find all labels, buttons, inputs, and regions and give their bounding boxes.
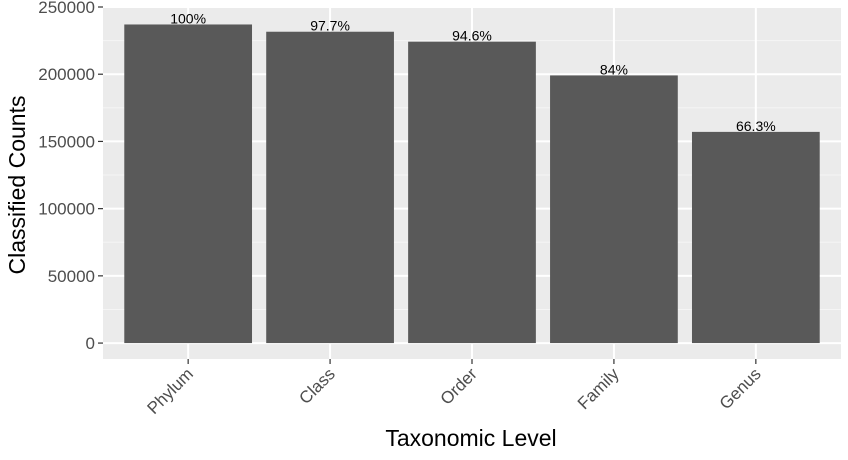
bar-class xyxy=(266,31,394,344)
bar-genus xyxy=(691,131,820,344)
data-label: 97.7% xyxy=(310,18,350,34)
bar-phylum xyxy=(124,24,253,344)
y-tick-label: 150000 xyxy=(38,132,95,151)
x-tick-label: Order xyxy=(437,364,481,408)
data-labels: 100% 97.7% 94.6% 84% 66.3% xyxy=(170,10,775,133)
data-label: 66.3% xyxy=(736,118,776,134)
y-tick-label: 50000 xyxy=(48,267,95,286)
x-tick-label: Phylum xyxy=(143,364,197,418)
x-tick-label: Family xyxy=(574,364,623,413)
y-axis: 0 50000 100000 150000 200000 250000 xyxy=(38,0,103,353)
bars xyxy=(124,24,820,344)
data-label: 84% xyxy=(600,61,628,77)
y-tick-label: 0 xyxy=(86,334,95,353)
bar-family xyxy=(550,75,678,344)
x-tick-label: Class xyxy=(295,364,338,407)
x-axis-title: Taxonomic Level xyxy=(385,425,556,451)
y-tick-label: 200000 xyxy=(38,65,95,84)
y-tick-label: 250000 xyxy=(38,0,95,17)
data-label: 100% xyxy=(170,10,206,26)
data-label: 94.6% xyxy=(452,28,492,44)
y-axis-title: Classified Counts xyxy=(4,96,30,275)
bar-order xyxy=(408,41,536,344)
y-tick-label: 100000 xyxy=(38,200,95,219)
x-tick-label: Genus xyxy=(716,364,765,413)
x-axis: Phylum Class Order Family Genus xyxy=(143,359,765,418)
